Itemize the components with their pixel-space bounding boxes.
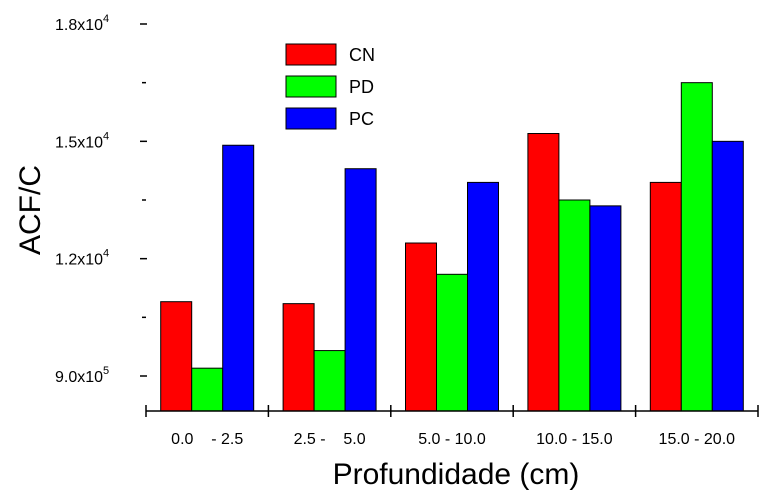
- bar-pc-4: [711, 140, 744, 412]
- bar-cn-2: [405, 242, 437, 412]
- bar-cn-1: [282, 303, 315, 412]
- y-tick-label: 1.5x104: [55, 130, 109, 151]
- x-tick-label: 15.0 - 20.0: [659, 431, 736, 448]
- x-tick-label: 10.0 - 15.0: [536, 431, 613, 448]
- y-tick-label: 1.8x104: [55, 13, 109, 34]
- legend-label-pd: PD: [349, 77, 374, 97]
- bar-pd-2: [436, 273, 468, 412]
- bar-pd-0: [191, 367, 224, 412]
- legend-swatch-cn: [285, 43, 337, 66]
- bar-pd-1: [313, 350, 346, 412]
- bars-layer: [160, 82, 744, 412]
- bar-cn-4: [649, 181, 682, 412]
- legend-swatch-pc: [285, 107, 337, 130]
- legend-swatch-pd: [285, 75, 337, 98]
- y-tick-label: 1.2x104: [55, 248, 109, 269]
- y-tick-label: 9.0x105: [55, 365, 109, 386]
- axes-layer: 0.0 - 2.5 2.5 - 5.0 5.0 - 10.0 10.0 - 15.0 1…: [55, 13, 759, 448]
- bar-pc-3: [589, 205, 622, 412]
- bar-pc-0: [222, 144, 255, 412]
- bar-cn-0: [160, 301, 193, 412]
- x-tick-label: 5.0 - 10.0: [418, 431, 486, 448]
- bar-pd-4: [680, 82, 713, 412]
- y-axis-title: ACF/C: [14, 165, 47, 255]
- x-tick-label: 2.5 - 5.0: [294, 431, 366, 448]
- bar-pd-3: [558, 199, 591, 412]
- legend-label-pc: PC: [349, 109, 374, 129]
- bar-cn-3: [527, 133, 560, 412]
- x-tick-label: 0.0 - 2.5: [171, 431, 243, 448]
- x-axis-title: Profundidade (cm): [333, 458, 580, 491]
- bar-pc-1: [344, 168, 377, 412]
- legend-label-cn: CN: [349, 45, 375, 65]
- bar-pc-2: [467, 181, 499, 412]
- legend: CN PD PC: [285, 43, 375, 130]
